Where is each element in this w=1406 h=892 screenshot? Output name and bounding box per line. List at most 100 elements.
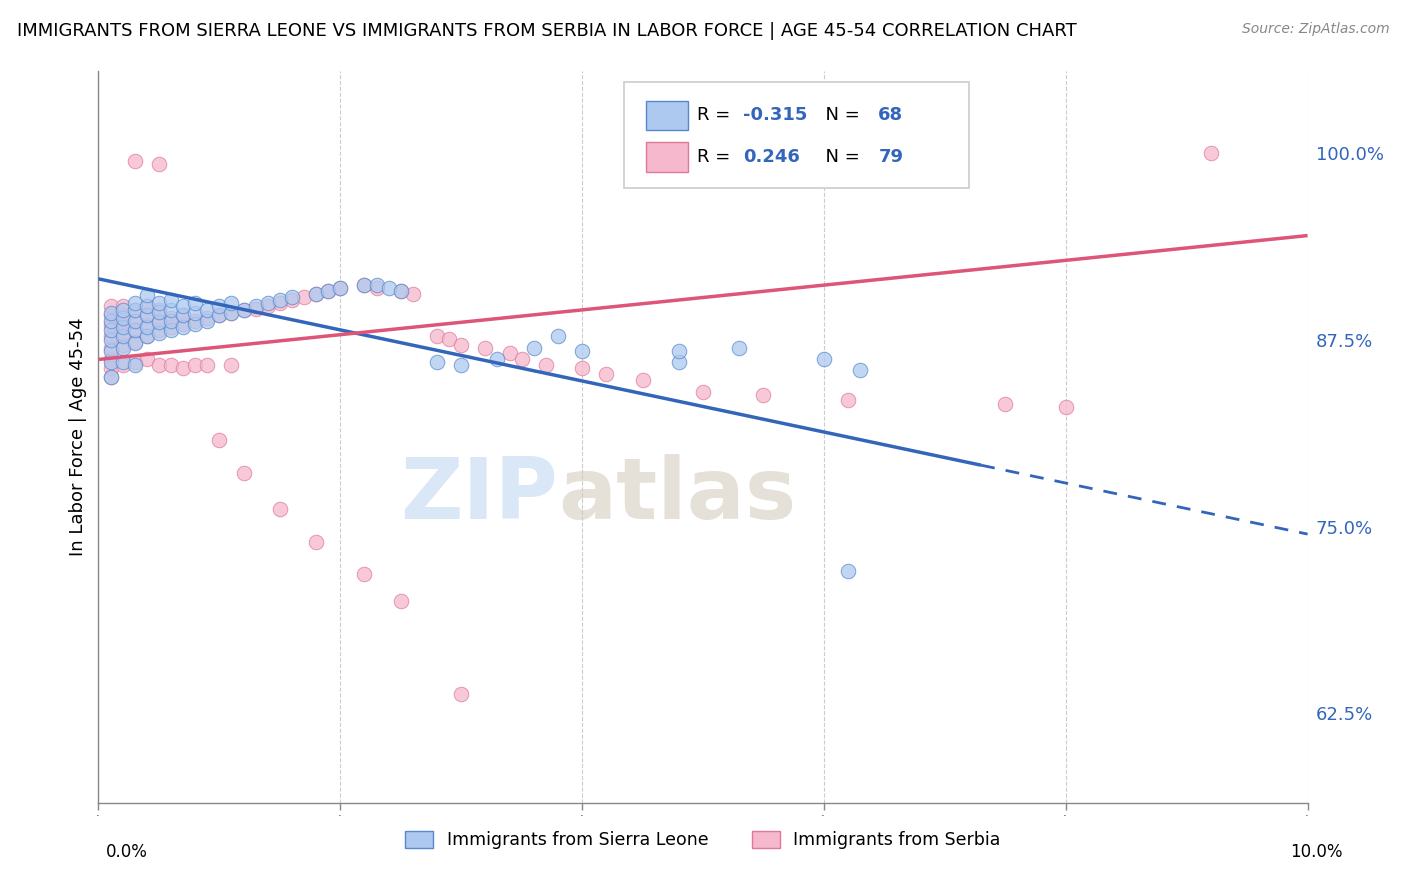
Point [100, 341, 122, 355]
Point [172, 317, 194, 331]
Point [100, 323, 122, 337]
Point [329, 281, 352, 295]
Point [281, 290, 304, 304]
Point [172, 319, 194, 334]
Point [184, 317, 207, 331]
Point [245, 301, 267, 316]
Text: IMMIGRANTS FROM SIERRA LEONE VS IMMIGRANTS FROM SERBIA IN LABOR FORCE | AGE 45-5: IMMIGRANTS FROM SIERRA LEONE VS IMMIGRAN… [17, 22, 1077, 40]
Point [148, 157, 170, 171]
Point [994, 397, 1017, 411]
Point [486, 352, 509, 367]
Point [124, 303, 146, 318]
Point [148, 313, 170, 327]
Point [100, 318, 122, 332]
Point [148, 359, 170, 373]
Text: N =: N = [814, 148, 866, 166]
Point [100, 306, 122, 320]
Point [595, 368, 617, 382]
Point [208, 308, 231, 322]
Point [752, 388, 775, 402]
Point [172, 308, 194, 322]
Point [366, 281, 388, 295]
Text: 10.0%: 10.0% [1291, 843, 1343, 861]
Point [124, 153, 146, 168]
Text: R =: R = [697, 148, 742, 166]
Point [184, 313, 207, 327]
Point [534, 359, 557, 373]
Text: 68: 68 [879, 106, 904, 124]
Point [184, 295, 207, 310]
Point [100, 333, 122, 347]
Point [148, 315, 170, 329]
Point [148, 303, 170, 318]
Point [100, 308, 122, 322]
Text: -0.315: -0.315 [742, 106, 807, 124]
Point [269, 293, 291, 307]
Point [172, 361, 194, 376]
Point [402, 286, 425, 301]
Point [292, 290, 315, 304]
Point [426, 328, 449, 343]
Point [160, 310, 183, 325]
Point [100, 343, 122, 358]
Point [269, 295, 291, 310]
Point [160, 359, 183, 373]
Point [100, 352, 122, 367]
Point [377, 281, 399, 295]
Point [135, 328, 157, 343]
Point [148, 323, 170, 337]
Point [100, 313, 122, 327]
Point [148, 295, 170, 310]
Point [389, 284, 412, 298]
Point [111, 317, 134, 331]
Point [100, 370, 122, 384]
Point [474, 341, 496, 355]
Point [316, 284, 339, 298]
Point [510, 352, 533, 367]
Point [316, 284, 339, 298]
Point [813, 352, 835, 367]
Point [631, 373, 654, 387]
Point [837, 392, 859, 407]
Point [849, 363, 872, 377]
Point [100, 328, 122, 343]
Point [208, 299, 231, 313]
Point [426, 355, 449, 369]
Point [124, 295, 146, 310]
Text: 79: 79 [879, 148, 903, 166]
Point [135, 328, 157, 343]
Point [111, 299, 134, 313]
Point [148, 326, 170, 340]
Point [571, 361, 593, 376]
Point [221, 306, 243, 320]
Point [269, 501, 291, 516]
Point [221, 359, 243, 373]
Text: 0.0%: 0.0% [105, 843, 148, 861]
Point [668, 343, 690, 358]
Point [124, 355, 146, 369]
Point [195, 359, 218, 373]
Text: N =: N = [814, 106, 866, 124]
Point [208, 433, 231, 447]
Point [135, 308, 157, 322]
Point [450, 337, 472, 351]
FancyBboxPatch shape [647, 143, 689, 171]
Point [100, 299, 122, 313]
Point [124, 323, 146, 337]
Point [111, 337, 134, 351]
Point [100, 370, 122, 384]
Point [111, 319, 134, 334]
Point [124, 359, 146, 373]
Point [353, 567, 375, 582]
Point [256, 295, 278, 310]
Point [305, 534, 328, 549]
Text: R =: R = [697, 106, 735, 124]
Point [100, 361, 122, 376]
Point [160, 323, 183, 337]
Point [221, 295, 243, 310]
Point [135, 308, 157, 322]
Point [1054, 401, 1077, 415]
Point [353, 277, 375, 292]
Point [124, 336, 146, 351]
Point [837, 565, 859, 579]
